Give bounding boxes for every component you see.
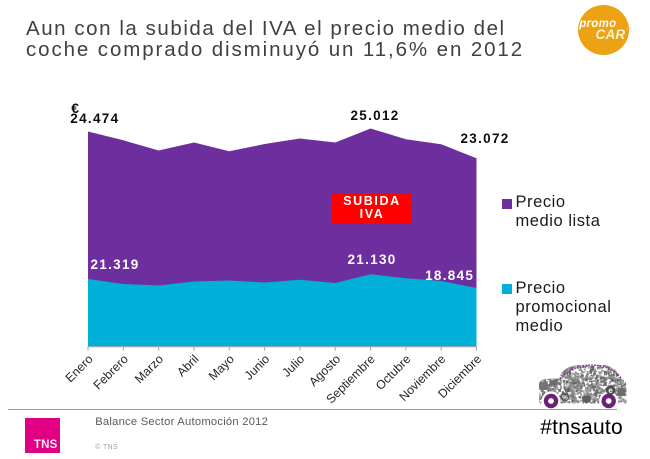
- svg-text:%: %: [562, 394, 568, 401]
- svg-text:e: e: [608, 386, 613, 395]
